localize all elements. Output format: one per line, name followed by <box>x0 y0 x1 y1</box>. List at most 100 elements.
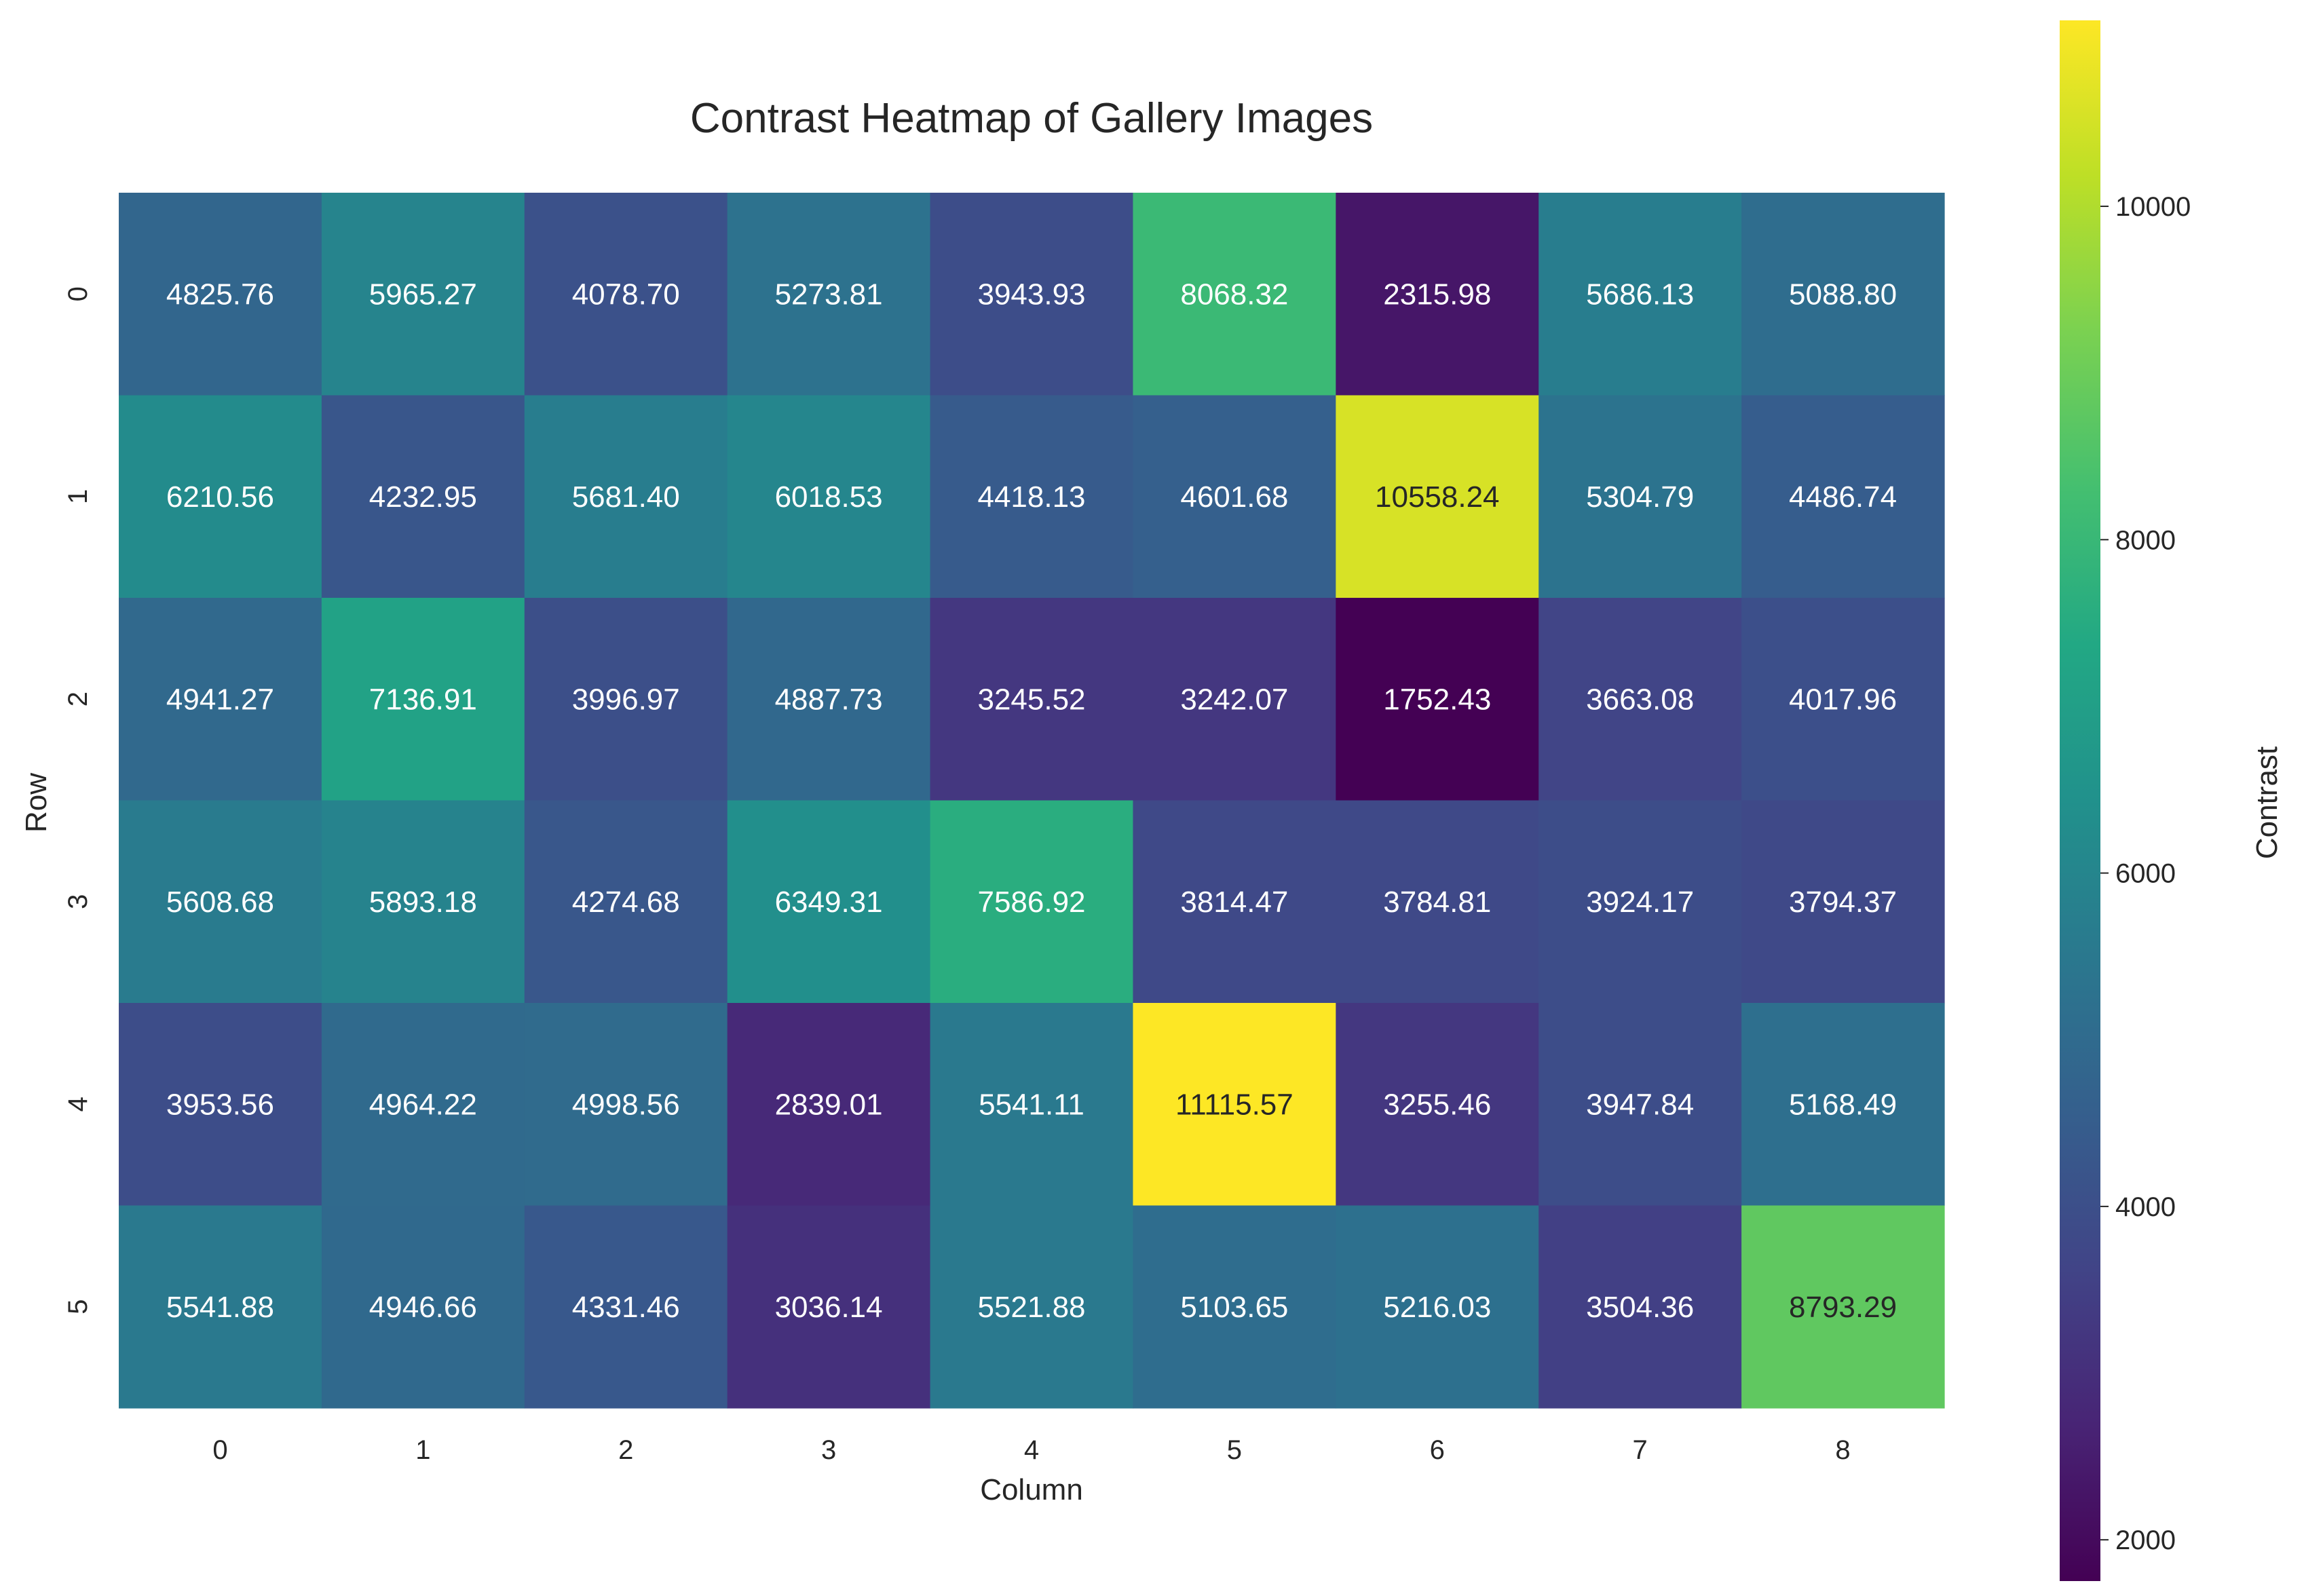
heatmap-cell-r4-c5 <box>1133 1003 1336 1206</box>
y-tick-label-0: 0 <box>63 286 93 301</box>
cell-value-label-r4-c2: 4998.56 <box>572 1088 680 1121</box>
cell-value-label-r5-c4: 5521.88 <box>977 1291 1085 1324</box>
cell-value-label-r4-c8: 5168.49 <box>1789 1088 1897 1121</box>
heatmap-cell-r0-c8 <box>1741 193 1945 396</box>
heatmap-cell-r1-c0 <box>119 395 322 598</box>
heatmap-cell-r0-c1 <box>321 193 525 396</box>
heatmap-cell-r2-c1 <box>321 598 525 801</box>
cell-value-label-r4-c0: 3953.56 <box>166 1088 274 1121</box>
y-tick-label-1: 1 <box>63 489 93 504</box>
cell-value-label-r0-c7: 5686.13 <box>1586 278 1694 311</box>
cell-value-label-r2-c0: 4941.27 <box>166 683 274 716</box>
heatmap-cell-r5-c4 <box>930 1205 1134 1409</box>
cell-value-label-r1-c5: 4601.68 <box>1180 480 1288 514</box>
cell-value-label-r5-c2: 4331.46 <box>572 1291 680 1324</box>
heatmap-cell-r2-c8 <box>1741 598 1945 801</box>
heatmap-cell-r4-c3 <box>727 1003 931 1206</box>
cell-value-label-r3-c3: 6349.31 <box>775 886 883 919</box>
heatmap-cell-r0-c3 <box>727 193 931 396</box>
heatmap-cell-r5-c8 <box>1741 1205 1945 1409</box>
colorbar <box>2060 20 2100 1581</box>
heatmap-cell-r1-c4 <box>930 395 1134 598</box>
heatmap-cell-r5-c5 <box>1133 1205 1336 1409</box>
x-tick-label-7: 7 <box>1633 1435 1648 1465</box>
cell-value-label-r2-c5: 3242.07 <box>1180 683 1288 716</box>
cell-value-label-r5-c5: 5103.65 <box>1180 1291 1288 1324</box>
heatmap-cell-r2-c5 <box>1133 598 1336 801</box>
y-tick-label-5: 5 <box>63 1299 93 1314</box>
cell-value-label-r4-c4: 5541.11 <box>979 1088 1084 1121</box>
y-tick-label-4: 4 <box>63 1097 93 1112</box>
heatmap-cell-r0-c7 <box>1538 193 1742 396</box>
colorbar-tick-label-4: 10000 <box>2115 192 2191 222</box>
colorbar-tick-label-1: 4000 <box>2115 1192 2176 1222</box>
heatmap-cell-r4-c4 <box>930 1003 1134 1206</box>
x-tick-label-6: 6 <box>1430 1435 1445 1465</box>
cell-value-label-r1-c1: 4232.95 <box>369 480 477 514</box>
heatmap-cells <box>119 193 1945 1409</box>
cell-value-label-r5-c6: 5216.03 <box>1383 1291 1491 1324</box>
cell-value-label-r0-c4: 3943.93 <box>977 278 1085 311</box>
heatmap-cell-r1-c8 <box>1741 395 1945 598</box>
y-tick-label-2: 2 <box>63 691 93 706</box>
heatmap-cell-r2-c3 <box>727 598 931 801</box>
heatmap-cell-r2-c0 <box>119 598 322 801</box>
cell-value-label-r0-c6: 2315.98 <box>1383 278 1491 311</box>
heatmap-cell-r1-c6 <box>1336 395 1539 598</box>
cell-value-label-r2-c3: 4887.73 <box>775 683 883 716</box>
cell-value-label-r2-c8: 4017.96 <box>1789 683 1897 716</box>
cell-value-label-r3-c8: 3794.37 <box>1789 886 1897 919</box>
heatmap-cell-r4-c7 <box>1538 1003 1742 1206</box>
x-tick-label-0: 0 <box>212 1435 227 1465</box>
cell-value-label-r4-c6: 3255.46 <box>1383 1088 1491 1121</box>
heatmap-cell-r1-c5 <box>1133 395 1336 598</box>
heatmap-cell-r5-c6 <box>1336 1205 1539 1409</box>
cell-value-label-r0-c2: 4078.70 <box>572 278 680 311</box>
cell-value-label-r2-c1: 7136.91 <box>369 683 477 716</box>
cell-value-label-r1-c7: 5304.79 <box>1586 480 1694 514</box>
cell-value-label-r3-c6: 3784.81 <box>1383 886 1491 919</box>
cell-value-labels: 4825.76 5965.27 4078.70 5273.81 3943.93 8068.… <box>166 278 1897 1324</box>
x-axis-ticks: 0 1 2 3 4 5 6 7 8 <box>212 1435 1850 1465</box>
cell-value-label-r3-c0: 5608.68 <box>166 886 274 919</box>
heatmap-cell-r4-c8 <box>1741 1003 1945 1206</box>
cell-value-label-r4-c1: 4964.22 <box>369 1088 477 1121</box>
heatmap-cell-r0-c6 <box>1336 193 1539 396</box>
heatmap-cell-r3-c3 <box>727 800 931 1004</box>
cell-value-label-r1-c2: 5681.40 <box>572 480 680 514</box>
cell-value-label-r2-c6: 1752.43 <box>1383 683 1491 716</box>
heatmap-cell-r4-c1 <box>321 1003 525 1206</box>
cell-value-label-r0-c1: 5965.27 <box>369 278 477 311</box>
x-tick-label-5: 5 <box>1227 1435 1242 1465</box>
colorbar-tick-label-3: 8000 <box>2115 525 2176 555</box>
x-tick-label-8: 8 <box>1835 1435 1850 1465</box>
cell-value-label-r1-c3: 6018.53 <box>775 480 883 514</box>
colorbar-ticks: 2000 4000 6000 8000 10000 <box>2100 192 2191 1555</box>
cell-value-label-r0-c0: 4825.76 <box>166 278 274 311</box>
cell-value-label-r0-c8: 5088.80 <box>1789 278 1897 311</box>
cell-value-label-r4-c3: 2839.01 <box>775 1088 883 1121</box>
heatmap-cell-r3-c8 <box>1741 800 1945 1004</box>
cell-value-label-r4-c5: 11115.57 <box>1175 1088 1293 1121</box>
heatmap-cell-r2-c2 <box>524 598 728 801</box>
heatmap-cell-r2-c6 <box>1336 598 1539 801</box>
y-axis-label: Row <box>20 773 53 833</box>
heatmap-cell-r3-c6 <box>1336 800 1539 1004</box>
cell-value-label-r0-c5: 8068.32 <box>1180 278 1288 311</box>
heatmap-cell-r0-c0 <box>119 193 322 396</box>
x-tick-label-2: 2 <box>618 1435 633 1465</box>
cell-value-label-r5-c8: 8793.29 <box>1789 1291 1897 1324</box>
heatmap-cell-r1-c3 <box>727 395 931 598</box>
cell-value-label-r5-c7: 3504.36 <box>1586 1291 1694 1324</box>
heatmap-cell-r3-c1 <box>321 800 525 1004</box>
heatmap-cell-r5-c0 <box>119 1205 322 1409</box>
cell-value-label-r5-c1: 4946.66 <box>369 1291 477 1324</box>
cell-value-label-r3-c5: 3814.47 <box>1180 886 1288 919</box>
colorbar-tick-label-2: 6000 <box>2115 859 2176 889</box>
heatmap-cell-r3-c7 <box>1538 800 1742 1004</box>
heatmap-cell-r5-c1 <box>321 1205 525 1409</box>
cell-value-label-r5-c3: 3036.14 <box>775 1291 883 1324</box>
heatmap-cell-r0-c4 <box>930 193 1134 396</box>
